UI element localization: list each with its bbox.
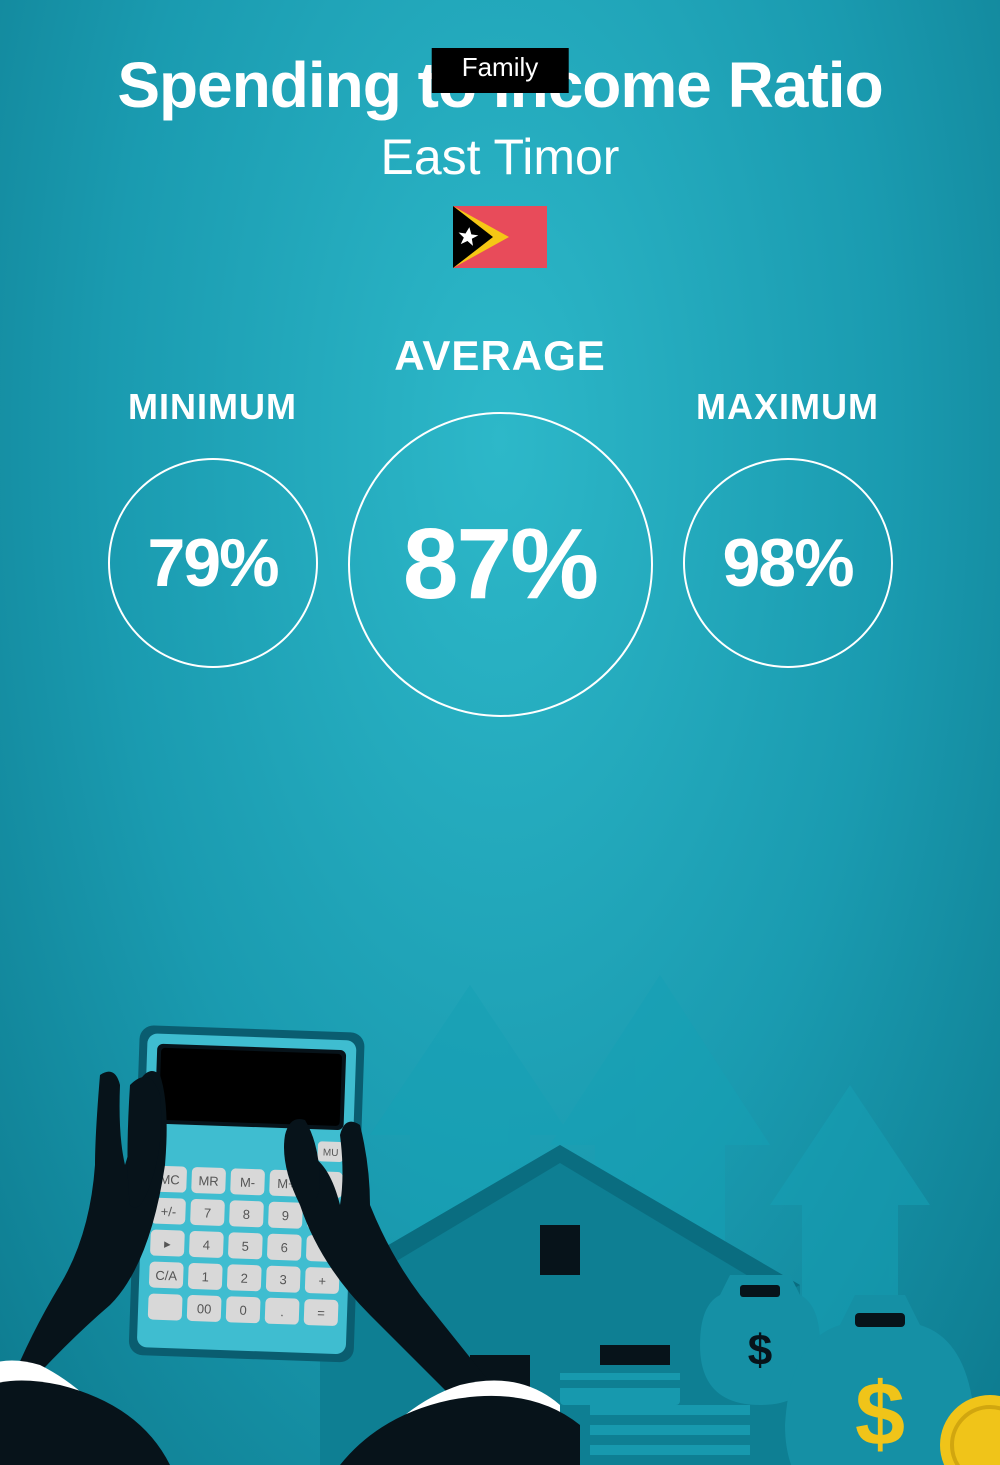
svg-text:M-: M- [240, 1175, 256, 1191]
svg-text:1: 1 [201, 1269, 209, 1284]
hands-calculator-icon: MCMRM-M+÷ +/-789x ▸456- C/A123+ 000.= % … [0, 1025, 580, 1465]
house-icon [320, 1145, 800, 1465]
svg-text:+/-: +/- [160, 1204, 176, 1220]
stat-minimum-circle: 79% [108, 458, 318, 668]
svg-text:%: % [294, 1146, 303, 1157]
svg-text:$: $ [748, 1326, 772, 1375]
svg-text:.: . [280, 1304, 284, 1319]
money-stack-icon [560, 1365, 750, 1465]
stat-maximum-label: MAXIMUM [696, 386, 879, 428]
stat-average-label: AVERAGE [394, 332, 606, 380]
svg-text:6: 6 [280, 1240, 288, 1255]
svg-text:M+: M+ [277, 1176, 296, 1192]
svg-text:$: $ [855, 1365, 905, 1465]
coin-icon [940, 1395, 1000, 1465]
svg-text:▸: ▸ [164, 1236, 172, 1251]
svg-text:=: = [317, 1305, 325, 1320]
svg-text:3: 3 [279, 1272, 287, 1287]
svg-text:5: 5 [241, 1239, 249, 1254]
stat-minimum: MINIMUM 79% [108, 386, 318, 668]
illustration: $ $ [0, 765, 1000, 1465]
stats-row: MINIMUM 79% AVERAGE 87% MAXIMUM 98% [0, 332, 1000, 717]
stat-maximum-value: 98% [722, 524, 852, 602]
svg-text:MU: MU [323, 1147, 339, 1159]
money-bag-large-icon: $ [785, 1295, 975, 1465]
svg-text:7: 7 [204, 1205, 212, 1220]
svg-text:4: 4 [202, 1237, 210, 1252]
svg-text:x: x [321, 1209, 329, 1224]
money-bag-small-icon: $ [700, 1275, 820, 1405]
stat-minimum-value: 79% [147, 524, 277, 602]
country-name: East Timor [0, 128, 1000, 186]
stat-average-circle: 87% [348, 412, 653, 717]
stat-maximum: MAXIMUM 98% [683, 386, 893, 668]
svg-text:-: - [321, 1241, 326, 1256]
flag-icon [453, 206, 547, 268]
svg-text:+: + [318, 1273, 326, 1288]
category-badge: Family [432, 48, 569, 93]
svg-text:2: 2 [240, 1271, 248, 1286]
stat-maximum-circle: 98% [683, 458, 893, 668]
svg-text:00: 00 [197, 1301, 212, 1316]
svg-text:MR: MR [198, 1173, 219, 1189]
stat-minimum-label: MINIMUM [128, 386, 297, 428]
svg-text:MC: MC [159, 1172, 180, 1188]
stat-average: AVERAGE 87% [348, 332, 653, 717]
svg-text:8: 8 [243, 1207, 251, 1222]
stat-average-value: 87% [403, 507, 597, 622]
svg-text:9: 9 [282, 1208, 290, 1223]
svg-text:C/A: C/A [155, 1268, 178, 1284]
svg-text:0: 0 [239, 1303, 247, 1318]
svg-text:÷: ÷ [322, 1177, 330, 1192]
